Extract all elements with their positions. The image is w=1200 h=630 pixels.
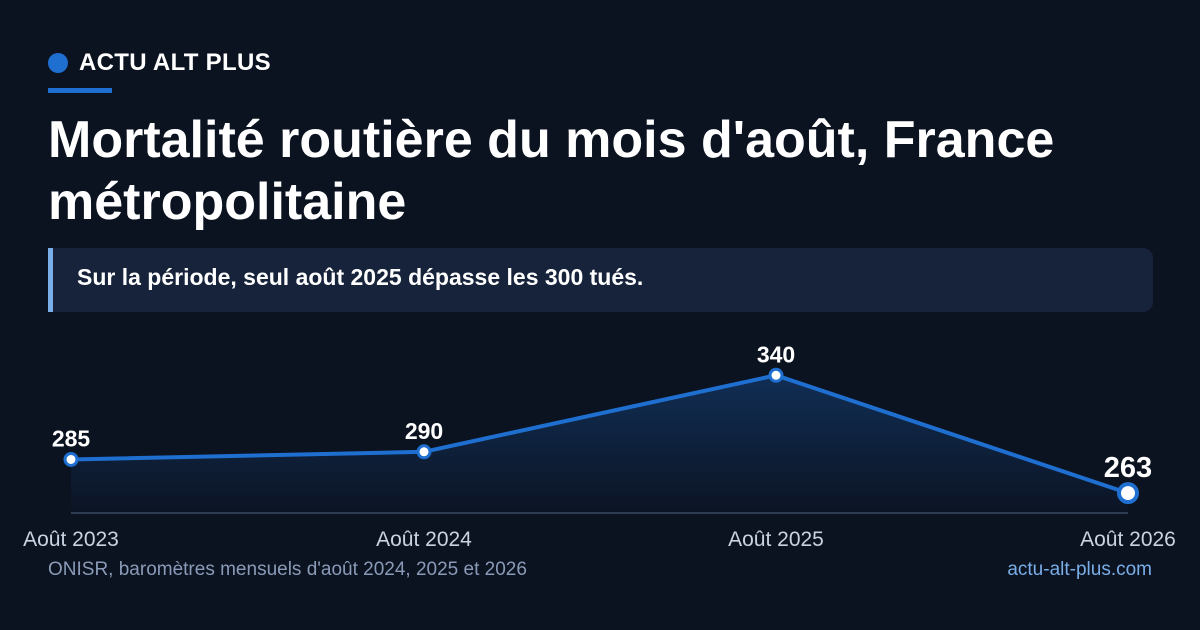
data-point	[416, 444, 432, 460]
series-area	[71, 375, 1128, 513]
page-title: Mortalité routière du mois d'août, Franc…	[48, 111, 1055, 231]
x-tick-label: Août 2024	[376, 528, 472, 551]
data-label: 263	[1104, 452, 1152, 484]
x-tick-label: Août 2023	[23, 528, 119, 551]
key-takeaway-callout: Sur la période, seul août 2025 dépasse l…	[48, 248, 1153, 312]
data-label: 340	[757, 341, 795, 367]
brand-dot-icon	[48, 53, 68, 73]
site-link[interactable]: actu-alt-plus.com	[1007, 559, 1152, 580]
data-point	[63, 451, 79, 467]
source-note: ONISR, baromètres mensuels d'août 2024, …	[48, 559, 527, 580]
data-point	[1117, 482, 1139, 505]
line-chart: 285 Août 2023 290 Août 2024 340 Août 2025 263 A…	[23, 341, 1176, 551]
x-tick-label: Août 2025	[728, 528, 824, 551]
data-label: 285	[52, 425, 91, 451]
brand-name: ACTU ALT PLUS	[79, 49, 271, 76]
data-point	[768, 367, 784, 383]
brand-underline	[48, 88, 112, 93]
brand: ACTU ALT PLUS	[48, 50, 271, 76]
data-label: 290	[405, 418, 443, 444]
x-tick-label: Août 2026	[1080, 528, 1176, 551]
series-line	[69, 373, 1130, 496]
callout-text: Sur la période, seul août 2025 dépasse l…	[77, 264, 644, 290]
